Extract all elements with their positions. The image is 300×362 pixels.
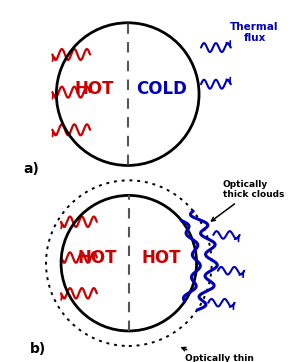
Text: HOT: HOT xyxy=(141,249,181,268)
Text: HOT: HOT xyxy=(74,80,114,98)
Text: COLD: COLD xyxy=(136,80,187,98)
Text: b): b) xyxy=(30,342,46,355)
Text: HOT: HOT xyxy=(77,249,117,268)
Text: Optically
thick clouds: Optically thick clouds xyxy=(212,180,284,221)
Text: a): a) xyxy=(24,163,40,176)
Text: Optically thin
atmosphere: Optically thin atmosphere xyxy=(182,348,254,362)
Text: Thermal
flux: Thermal flux xyxy=(230,22,279,43)
